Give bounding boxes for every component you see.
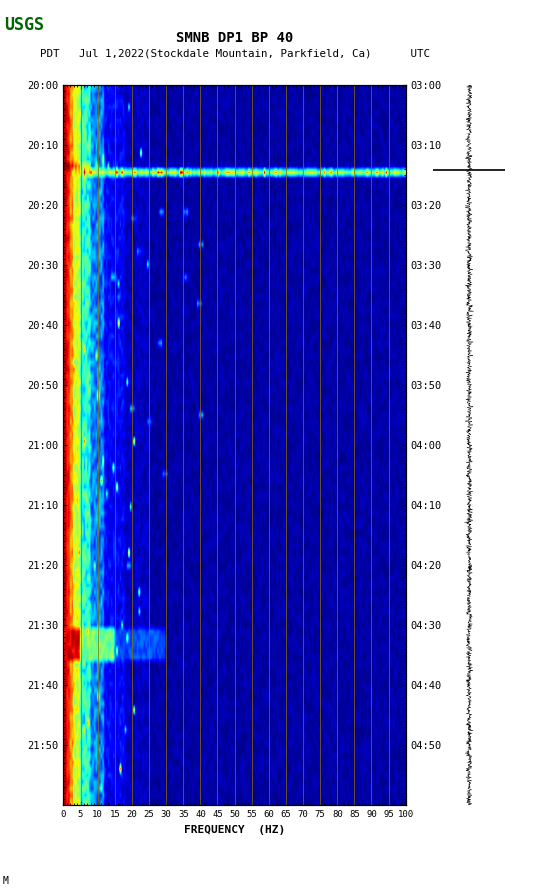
X-axis label: FREQUENCY  (HZ): FREQUENCY (HZ) [184,825,285,835]
Text: USGS: USGS [4,16,44,34]
Text: M: M [3,876,9,886]
Text: SMNB DP1 BP 40: SMNB DP1 BP 40 [176,30,293,45]
Text: PDT   Jul 1,2022(Stockdale Mountain, Parkfield, Ca)      UTC: PDT Jul 1,2022(Stockdale Mountain, Parkf… [40,48,429,59]
